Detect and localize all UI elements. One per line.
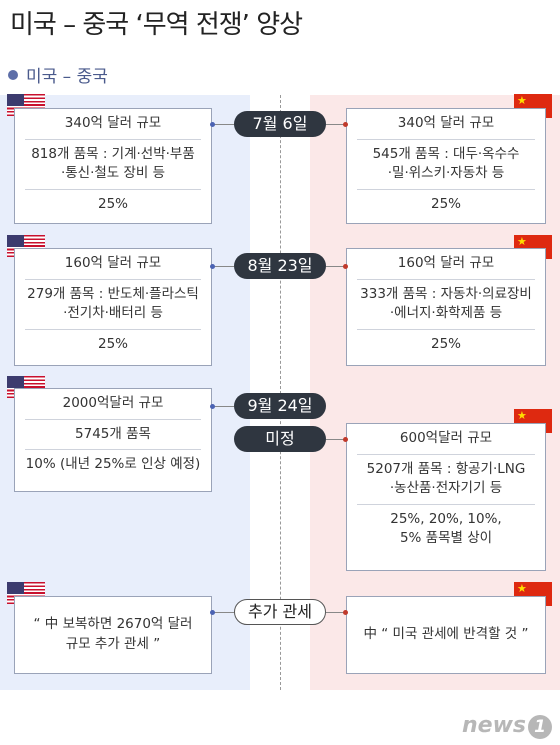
us-card-1-rate: 25% xyxy=(25,188,201,220)
connector xyxy=(212,266,234,267)
bullet-icon xyxy=(8,69,18,80)
china-card-2-scale: 160억 달러 규모 xyxy=(397,255,495,271)
connector xyxy=(212,124,234,125)
china-tariff-card-3: 600억달러 규모 5207개 품목 : 항공기·LNG ·농산품·전자기기 등… xyxy=(346,423,546,571)
connector-dot xyxy=(210,122,215,127)
us-card-2-rate: 25% xyxy=(25,328,201,360)
connector xyxy=(326,124,346,125)
china-card-3-scale: 600억달러 규모 xyxy=(399,430,493,446)
connector-dot xyxy=(343,437,348,442)
us-additional-tariff-card: “ 中 보복하면 2670억 달러 규모 추가 관세 ” xyxy=(14,596,212,674)
connector xyxy=(326,439,346,440)
connector-dot xyxy=(210,264,215,269)
page-title: 미국 – 중국 ‘무역 전쟁’ 양상 xyxy=(10,10,303,40)
china-card-2-rate: 25% xyxy=(357,328,535,360)
section-label-text: 미국 – 중국 xyxy=(26,67,108,87)
date-badge-undecided: 미정 xyxy=(234,426,326,452)
china-card-4-quote: 中 “ 미국 관세에 반격할 것 ” xyxy=(363,626,529,643)
connector xyxy=(212,612,234,613)
connector-dot xyxy=(210,404,215,409)
connector xyxy=(326,266,346,267)
china-tariff-card-2: 160억 달러 규모 333개 품목 : 자동차·의료장비 ·에너지·화학제품 … xyxy=(346,248,546,366)
us-card-2-scale: 160억 달러 규모 xyxy=(64,255,162,271)
us-tariff-card-3: 2000억달러 규모 5745개 품목 10% (내년 25%로 인상 예정) xyxy=(14,388,212,492)
china-card-3-items: 5207개 품목 : 항공기·LNG ·농산품·전자기기 등 xyxy=(357,453,535,504)
connector-dot xyxy=(210,610,215,615)
news1-logo: news 1 xyxy=(462,713,552,739)
china-card-2-items: 333개 품목 : 자동차·의료장비 ·에너지·화학제품 등 xyxy=(357,278,535,329)
badge-additional-tariff: 추가 관세 xyxy=(234,599,326,625)
timeline-line xyxy=(280,95,281,690)
us-tariff-card-2: 160억 달러 규모 279개 품목 : 반도체·플라스틱 ·전기차·배터리 등… xyxy=(14,248,212,366)
date-badge-jul-6: 7월 6일 xyxy=(234,111,326,137)
china-card-1-items: 545개 품목 : 대두·옥수수 ·밀·위스키·자동차 등 xyxy=(357,138,535,189)
china-card-1-rate: 25% xyxy=(357,188,535,220)
china-tariff-card-1: 340억 달러 규모 545개 품목 : 대두·옥수수 ·밀·위스키·자동차 등… xyxy=(346,108,546,224)
date-badge-sep-24: 9월 24일 xyxy=(234,393,326,419)
us-card-3-scale: 2000억달러 규모 xyxy=(62,395,164,411)
connector-dot xyxy=(343,610,348,615)
china-card-3-rate: 25%, 20%, 10%, 5% 품목별 상이 xyxy=(357,503,535,554)
date-badge-aug-23: 8월 23일 xyxy=(234,253,326,279)
connector-dot xyxy=(343,122,348,127)
us-card-1-items: 818개 품목 : 기계·선박·부품 ·통신·철도 장비 등 xyxy=(25,138,201,189)
us-card-3-items: 5745개 품목 xyxy=(25,418,201,450)
us-card-2-items: 279개 품목 : 반도체·플라스틱 ·전기차·배터리 등 xyxy=(25,278,201,329)
us-card-4-quote: “ 中 보복하면 2670억 달러 규모 추가 관세 ” xyxy=(33,616,193,652)
connector xyxy=(212,406,234,407)
us-tariff-card-1: 340억 달러 규모 818개 품목 : 기계·선박·부품 ·통신·철도 장비 … xyxy=(14,108,212,224)
china-additional-tariff-card: 中 “ 미국 관세에 반격할 것 ” xyxy=(346,596,546,674)
connector xyxy=(326,612,346,613)
us-card-1-scale: 340억 달러 규모 xyxy=(64,115,162,131)
us-card-3-rate: 10% (내년 25%로 인상 예정) xyxy=(25,449,201,480)
section-label: 미국 – 중국 xyxy=(8,62,108,87)
china-card-1-scale: 340억 달러 규모 xyxy=(397,115,495,131)
connector-dot xyxy=(343,264,348,269)
